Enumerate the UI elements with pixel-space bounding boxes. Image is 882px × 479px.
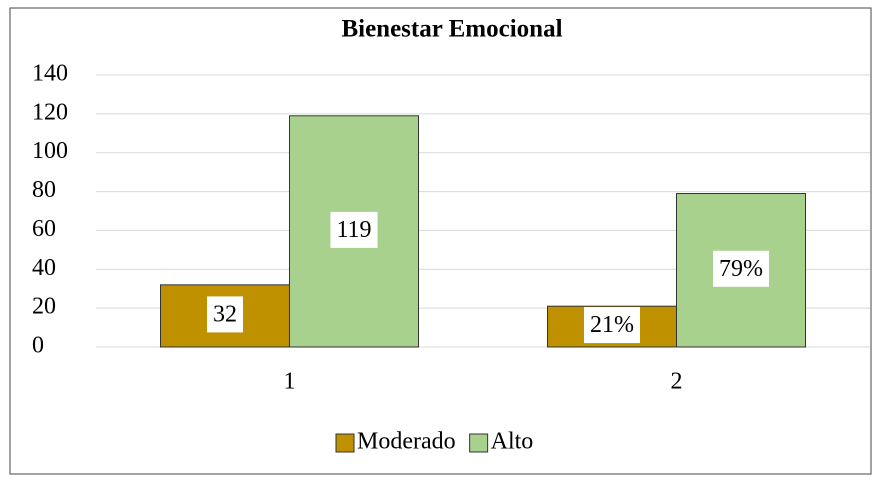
x-tick-label: 1 (284, 369, 296, 395)
y-tick-label: 140 (32, 61, 68, 87)
y-tick-label: 40 (32, 255, 56, 281)
legend-label: Alto (491, 429, 534, 455)
data-label-background (207, 296, 243, 333)
legend-swatch (469, 433, 489, 453)
data-label-background (330, 211, 378, 248)
data-label: 119 (336, 217, 371, 243)
x-tick-label: 2 (671, 369, 683, 395)
legend-label: Moderado (357, 429, 456, 455)
legend-swatch (335, 433, 355, 453)
y-tick-label: 100 (32, 138, 68, 164)
y-tick-label: 80 (32, 177, 56, 203)
data-label: 21% (590, 312, 634, 338)
y-tick-label: 120 (32, 99, 68, 125)
data-label-background (584, 307, 640, 344)
y-tick-label: 20 (32, 294, 56, 320)
y-tick-label: 0 (32, 333, 44, 359)
data-label: 32 (213, 301, 237, 327)
data-label: 79% (719, 256, 763, 282)
data-label-background (713, 250, 769, 287)
chart-title: Bienestar Emocional (341, 16, 562, 43)
y-tick-label: 60 (32, 216, 56, 242)
